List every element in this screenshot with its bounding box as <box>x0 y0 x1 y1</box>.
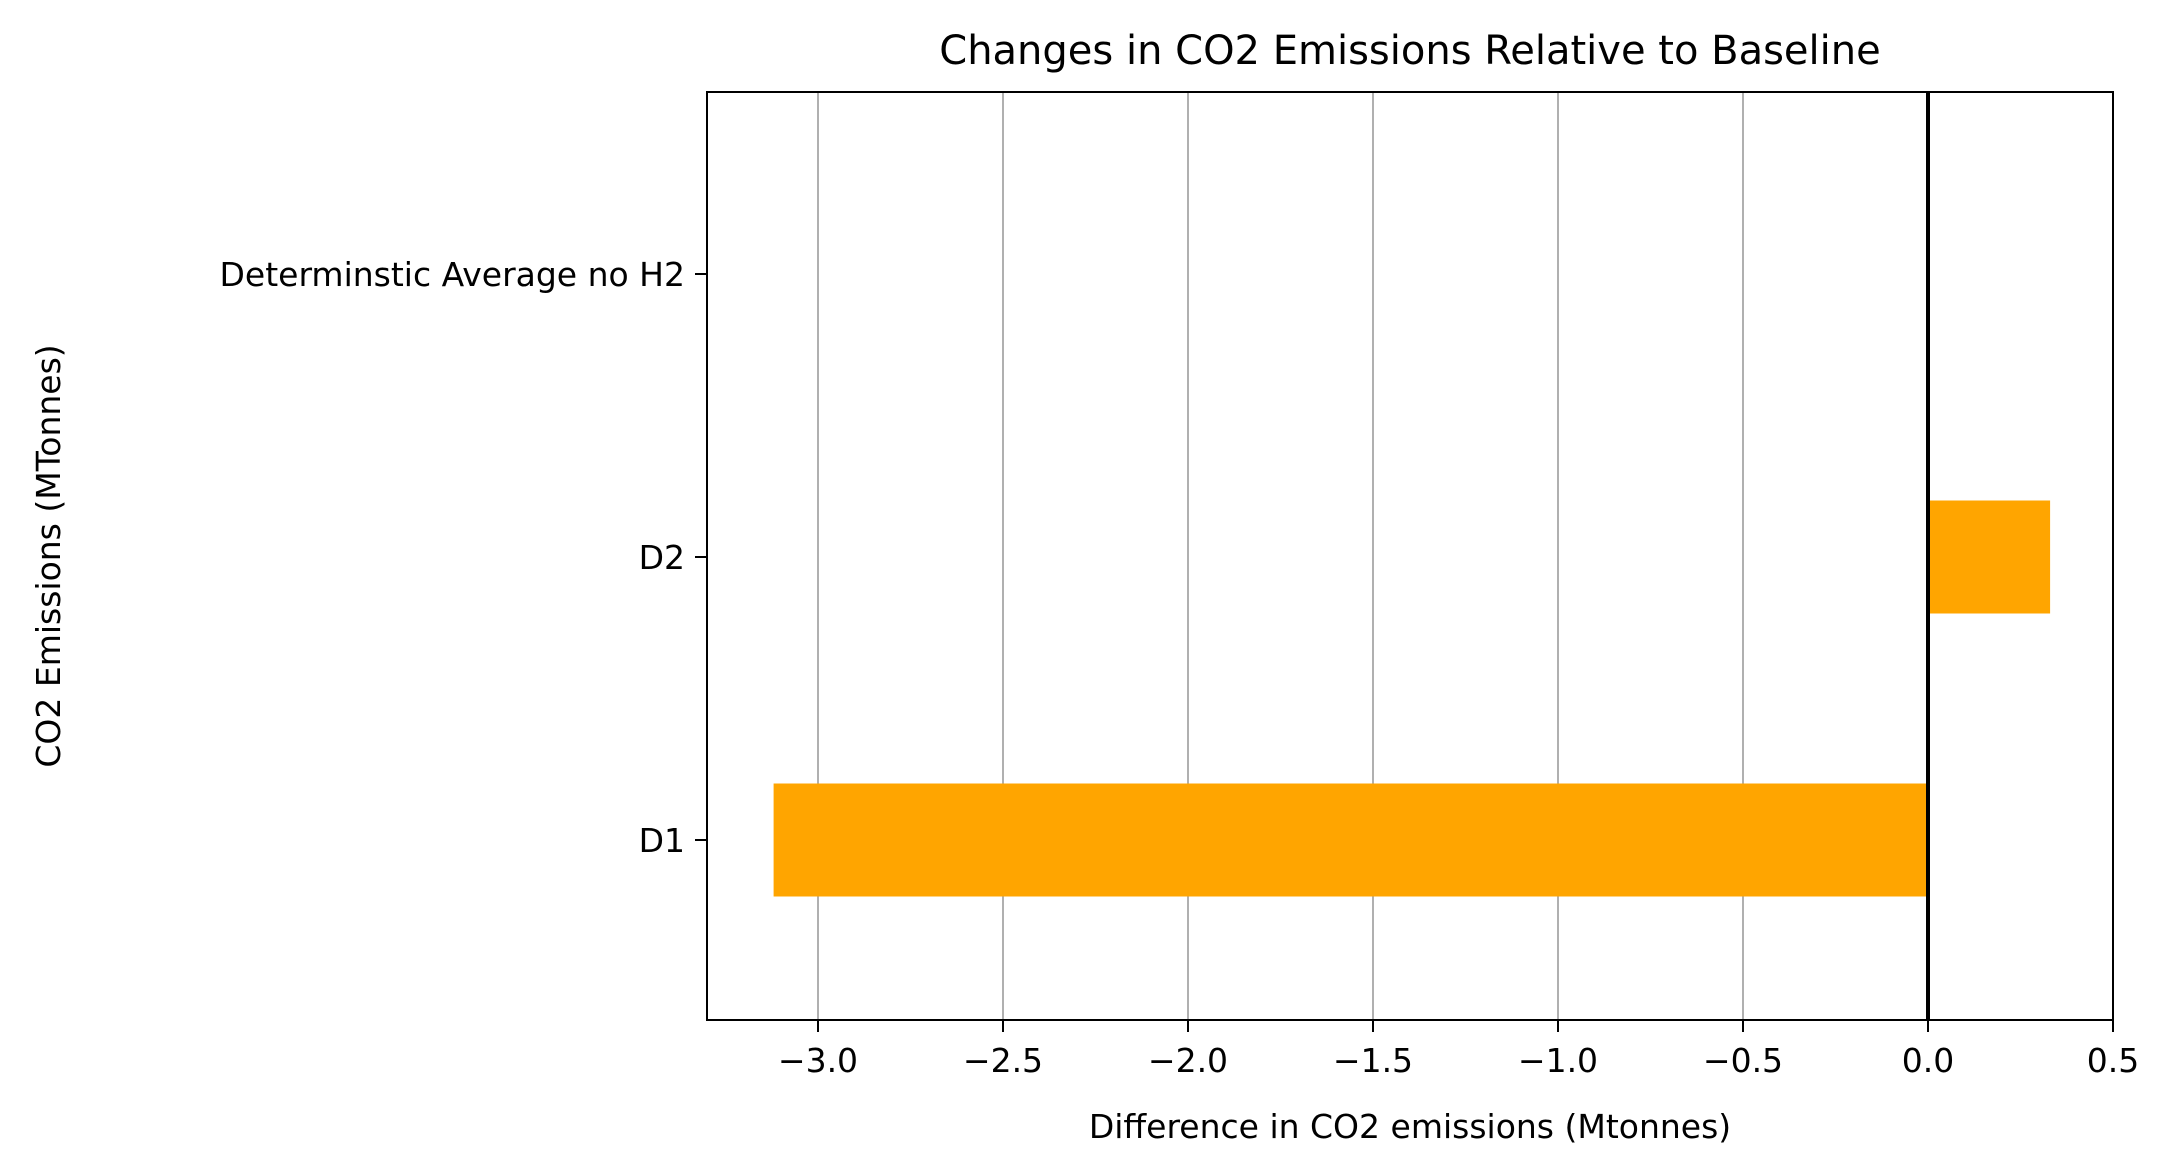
x-tick-label-0: −3.0 <box>778 1041 858 1080</box>
chart-title: Changes in CO2 Emissions Relative to Bas… <box>939 28 1880 74</box>
y-tick-label-0: D1 <box>639 821 685 860</box>
x-tick-label-7: 0.5 <box>2087 1041 2139 1080</box>
x-tick-label-4: −1.0 <box>1518 1041 1598 1080</box>
bar-d1 <box>773 783 1928 897</box>
bar-d2 <box>1928 500 2051 614</box>
x-tick-label-5: −0.5 <box>1703 1041 1783 1080</box>
x-tick-label-2: −2.0 <box>1148 1041 1228 1080</box>
y-tick-label-1: D2 <box>639 538 685 577</box>
x-axis-label: Difference in CO2 emissions (Mtonnes) <box>1089 1107 1731 1146</box>
x-tick-label-1: −2.5 <box>963 1041 1043 1080</box>
bars <box>773 500 2051 897</box>
y-tick-label-2: Determinstic Average no H2 <box>219 255 685 294</box>
x-axis-ticks: −3.0 −2.5 −2.0 −1.5 −1.0 −0.5 0.0 0.5 <box>778 1020 2139 1080</box>
y-axis-ticks: D1 D2 Determinstic Average no H2 <box>219 255 707 860</box>
x-tick-label-6: 0.0 <box>1902 1041 1954 1080</box>
y-axis-label: CO2 Emissions (MTonnes) <box>29 344 68 767</box>
x-tick-label-3: −1.5 <box>1333 1041 1413 1080</box>
